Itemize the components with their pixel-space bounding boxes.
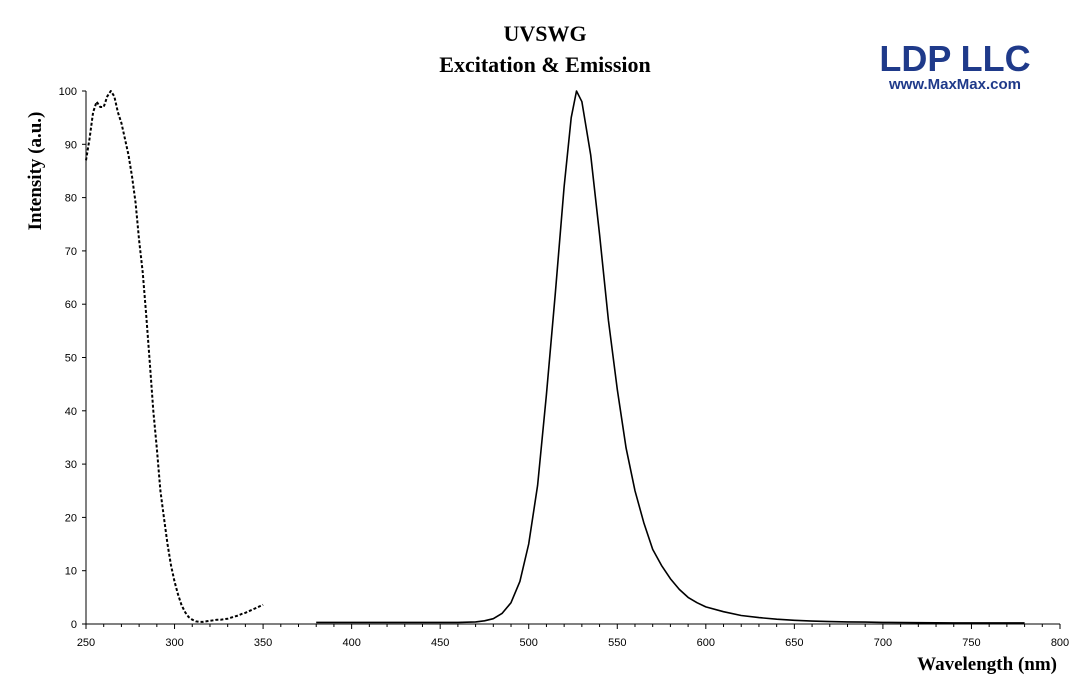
x-axis-title: Wavelength (nm) xyxy=(917,654,1057,675)
y-axis-title: Intensity (a.u.) xyxy=(25,112,46,231)
x-tick-label: 550 xyxy=(608,637,626,649)
x-tick-label: 300 xyxy=(165,637,183,649)
y-tick-label: 30 xyxy=(65,459,77,471)
y-tick-label: 10 xyxy=(65,566,77,578)
brand-name: LDP LLC xyxy=(879,38,1030,79)
x-tick-label: 750 xyxy=(962,637,980,649)
y-tick-label: 20 xyxy=(65,512,77,524)
y-tick-label: 80 xyxy=(65,193,77,205)
x-tick-label: 450 xyxy=(431,637,449,649)
y-tick-label: 40 xyxy=(65,406,77,418)
x-ticks: 250 300 350 400 450 500 550 600 650 700 750 800 xyxy=(77,624,1069,649)
brand-url: www.MaxMax.com xyxy=(888,76,1021,93)
x-tick-label: 400 xyxy=(342,637,360,649)
chart-title-line-1: UVSWG xyxy=(503,21,586,46)
y-tick-label: 70 xyxy=(65,246,77,258)
y-tick-label: 60 xyxy=(65,299,77,311)
series-layer xyxy=(85,90,1025,624)
x-tick-label: 600 xyxy=(697,637,715,649)
x-tick-label: 650 xyxy=(785,637,803,649)
x-tick-label: 800 xyxy=(1051,637,1069,649)
emission-series-line xyxy=(316,90,1025,624)
x-tick-label: 250 xyxy=(77,637,95,649)
x-tick-label: 700 xyxy=(874,637,892,649)
y-tick-label: 90 xyxy=(65,139,77,151)
y-tick-label: 0 xyxy=(71,619,77,631)
x-tick-label: 500 xyxy=(520,637,538,649)
y-tick-label: 50 xyxy=(65,353,77,365)
x-tick-label: 350 xyxy=(254,637,272,649)
chart-title-line-2: Excitation & Emission xyxy=(439,52,650,77)
y-tick-label: 100 xyxy=(59,86,77,98)
y-ticks: 0 10 20 30 40 50 60 70 80 90 100 xyxy=(59,86,86,631)
